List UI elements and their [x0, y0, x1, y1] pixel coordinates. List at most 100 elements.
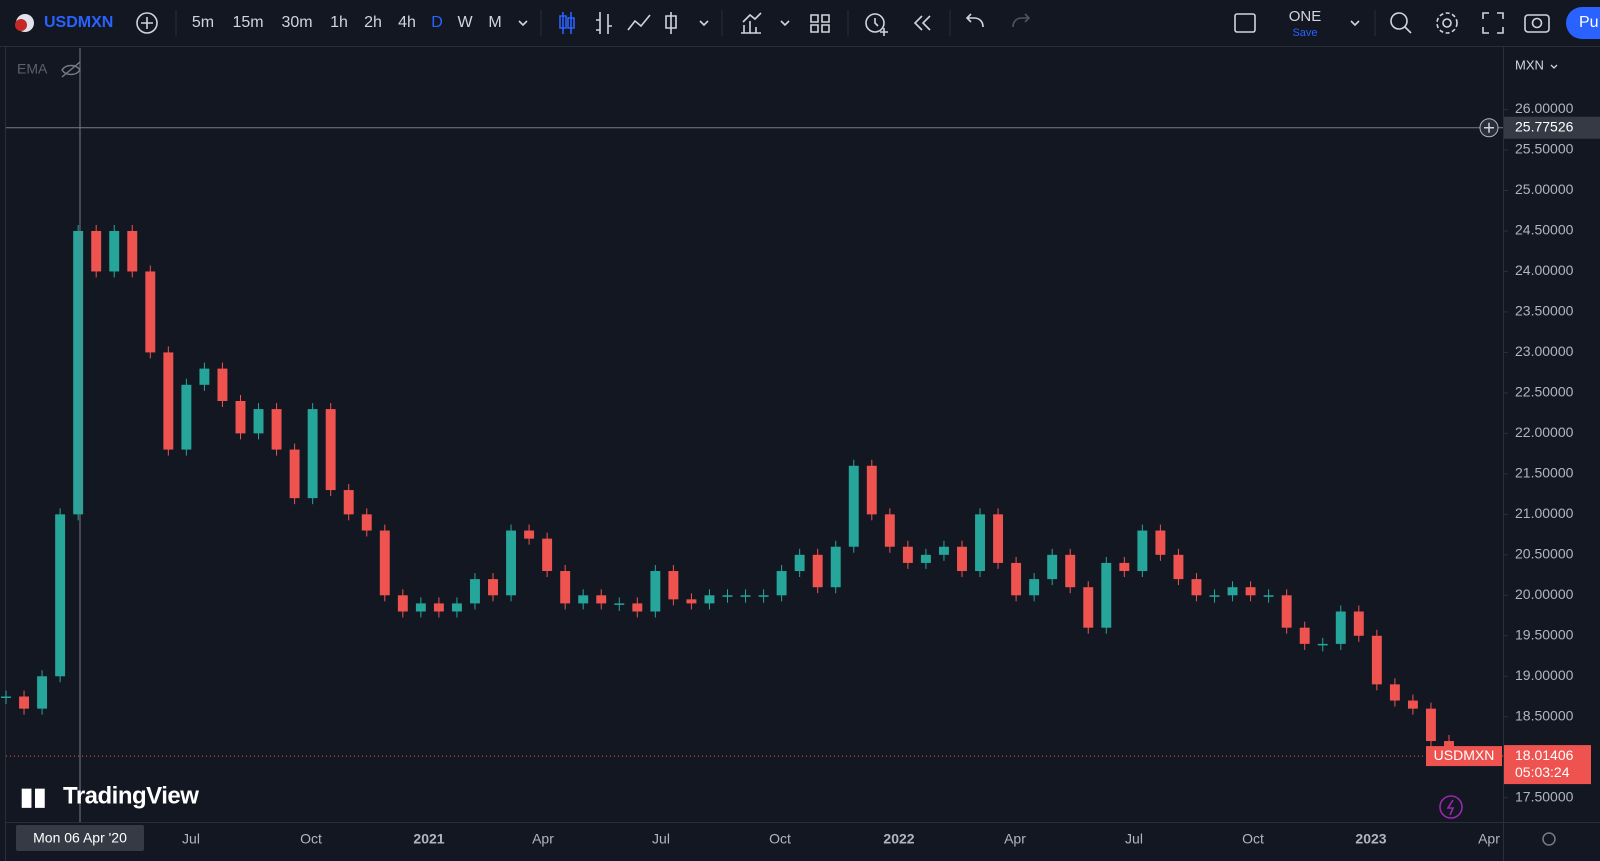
candle: [1173, 554, 1184, 580]
y-tick-label: 25.00000: [1515, 181, 1574, 197]
interval[interactable]: 15m: [232, 14, 263, 31]
style-dropdown[interactable]: [699, 20, 709, 27]
save-label[interactable]: Save: [1292, 27, 1317, 39]
indicators-dropdown[interactable]: [780, 20, 790, 27]
indicators-icon[interactable]: [741, 12, 762, 34]
candle: [1281, 595, 1292, 628]
x-tick-label: Jul: [1125, 831, 1143, 847]
candle: [993, 514, 1004, 563]
symbol-price-label: USDMXN: [1434, 747, 1495, 763]
x-tick-label: Apr: [1004, 831, 1026, 847]
x-tick-label: Jul: [652, 831, 670, 847]
candle: [163, 352, 174, 450]
replay-icon[interactable]: [913, 15, 931, 31]
y-tick-label: 24.50000: [1515, 222, 1574, 238]
publish-button[interactable]: [1566, 7, 1600, 39]
alert-icon[interactable]: [865, 13, 885, 33]
candle: [199, 368, 210, 385]
last-price-box: [1504, 745, 1591, 785]
candle: [235, 400, 246, 434]
settings-icon[interactable]: [1442, 18, 1452, 28]
brand-logo[interactable]: TradingView: [63, 782, 200, 809]
candle: [1353, 611, 1364, 636]
candle: [433, 603, 444, 612]
candle: [614, 603, 625, 605]
interval[interactable]: 1h: [330, 14, 348, 31]
x-tick-label: Oct: [769, 831, 791, 847]
lightning-button[interactable]: [1439, 795, 1463, 819]
chart-pane: EMA MXN: [5, 47, 1600, 861]
candle: [271, 409, 282, 450]
hollow-candle-icon[interactable]: [665, 12, 677, 34]
candle: [1335, 611, 1346, 644]
candle: [650, 571, 661, 612]
candle: [740, 595, 751, 597]
y-tick-label: 18.50000: [1515, 707, 1574, 723]
symbol[interactable]: USDMXN: [44, 14, 113, 31]
interval[interactable]: 30m: [281, 14, 312, 31]
y-tick-label: 22.00000: [1515, 424, 1574, 440]
candle: [488, 579, 498, 596]
interval[interactable]: M: [488, 14, 501, 31]
candle: [1155, 530, 1166, 555]
fullscreen-icon[interactable]: [1482, 12, 1504, 34]
x-tick-label: 2021: [413, 831, 444, 847]
candle: [1119, 562, 1130, 572]
interval[interactable]: 4h: [398, 14, 416, 31]
candle: [957, 546, 967, 572]
y-tick-label: 22.50000: [1515, 384, 1574, 400]
publish-label[interactable]: Pu: [1579, 14, 1599, 31]
interval-active[interactable]: D: [431, 14, 443, 31]
candle: [542, 538, 553, 572]
snapshot-icon[interactable]: [1524, 14, 1550, 33]
candle: [1, 696, 11, 699]
x-tick-label: Apr: [1478, 831, 1500, 847]
redo-icon[interactable]: [1012, 13, 1031, 28]
layout-name[interactable]: ONE: [1289, 8, 1322, 25]
candle: [109, 230, 120, 272]
y-tick-label: 21.50000: [1515, 465, 1574, 481]
candle: [794, 554, 805, 572]
layouts-icon[interactable]: [810, 14, 830, 33]
candle: [217, 368, 228, 401]
search-icon[interactable]: [1390, 12, 1408, 30]
currency-label[interactable]: MXN: [1515, 57, 1544, 72]
candle: [1083, 587, 1094, 628]
settings-icon-part: [1436, 12, 1458, 34]
candle: [884, 514, 895, 547]
candles-icon[interactable]: [559, 12, 575, 34]
add-alert-icon: [1484, 122, 1494, 133]
candle: [524, 530, 535, 539]
candle: [1065, 554, 1076, 588]
interval[interactable]: 5m: [192, 14, 214, 31]
interval[interactable]: 2h: [364, 14, 382, 31]
symbol-flag-part: [15, 19, 27, 31]
candle: [1011, 562, 1022, 596]
currency-dropdown[interactable]: [1550, 64, 1558, 69]
y-tick-label: 25.50000: [1515, 141, 1574, 157]
candle: [451, 603, 462, 612]
layout-dropdown[interactable]: [1350, 20, 1360, 27]
x-tick-label: Oct: [1242, 831, 1264, 847]
compare-button[interactable]: [136, 12, 158, 34]
axis-settings[interactable]: [1542, 832, 1556, 846]
x-tick-label: 2023: [1355, 831, 1386, 847]
candle: [758, 595, 769, 597]
undo-icon[interactable]: [965, 13, 984, 28]
interval[interactable]: W: [457, 14, 473, 31]
y-tick-label: 17.50000: [1515, 788, 1574, 804]
crosshair-price: 25.77526: [1515, 118, 1574, 134]
bars-icon[interactable]: [596, 12, 612, 34]
line-icon[interactable]: [627, 14, 651, 31]
y-tick-label: 20.00000: [1515, 586, 1574, 602]
candle: [560, 571, 571, 604]
layout-icon[interactable]: [1234, 13, 1256, 33]
y-tick-label: 19.50000: [1515, 626, 1574, 642]
candle: [722, 595, 733, 597]
candle: [1209, 595, 1220, 597]
interval-dropdown[interactable]: [518, 20, 528, 27]
countdown: 05:03:24: [1515, 764, 1570, 780]
candle: [1029, 579, 1040, 596]
indicator-label[interactable]: EMA: [17, 61, 48, 77]
candle: [686, 599, 697, 604]
